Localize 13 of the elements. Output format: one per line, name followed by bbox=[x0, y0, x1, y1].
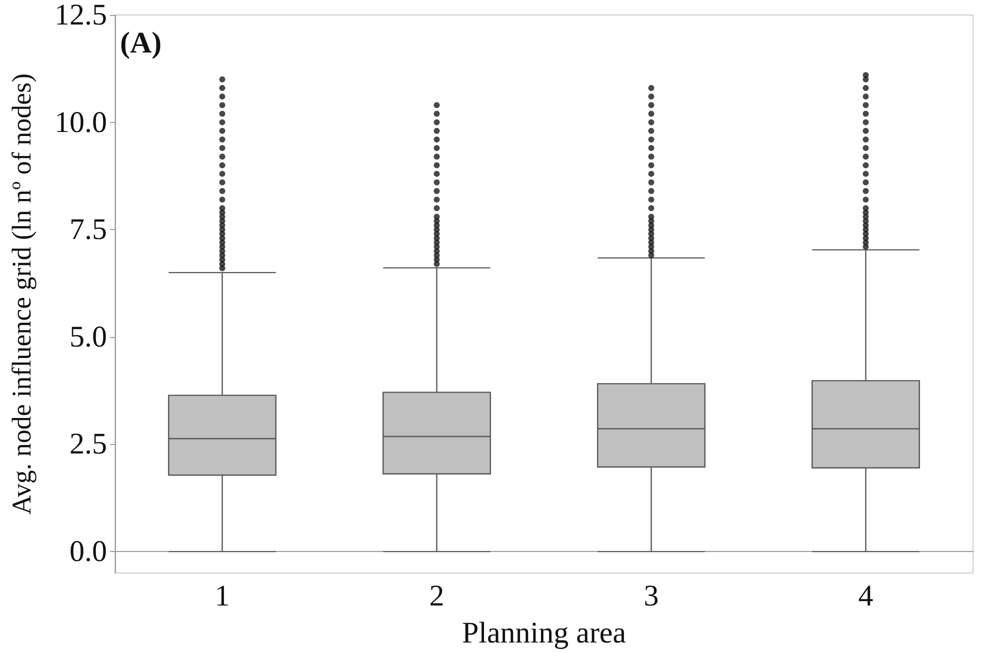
y-tick-label: 5.0 bbox=[70, 320, 107, 354]
y-axis-title: Avg. node influence grid (ln nº of nodes) bbox=[6, 73, 36, 515]
x-axis-title: Planning area bbox=[462, 616, 626, 650]
x-tick-label: 3 bbox=[644, 580, 659, 612]
x-tick-label: 4 bbox=[858, 580, 874, 612]
y-tick-label: 7.5 bbox=[70, 213, 107, 246]
y-tick-label: 12.5 bbox=[54, 0, 107, 32]
y-tick-label: 2.5 bbox=[70, 428, 107, 461]
y-tick-label: 10.0 bbox=[54, 106, 107, 139]
y-tick-label: 0.0 bbox=[70, 535, 107, 568]
x-tick-label: 2 bbox=[429, 580, 444, 612]
x-tick-label: 1 bbox=[214, 580, 230, 612]
annotation: (A) bbox=[120, 26, 162, 60]
